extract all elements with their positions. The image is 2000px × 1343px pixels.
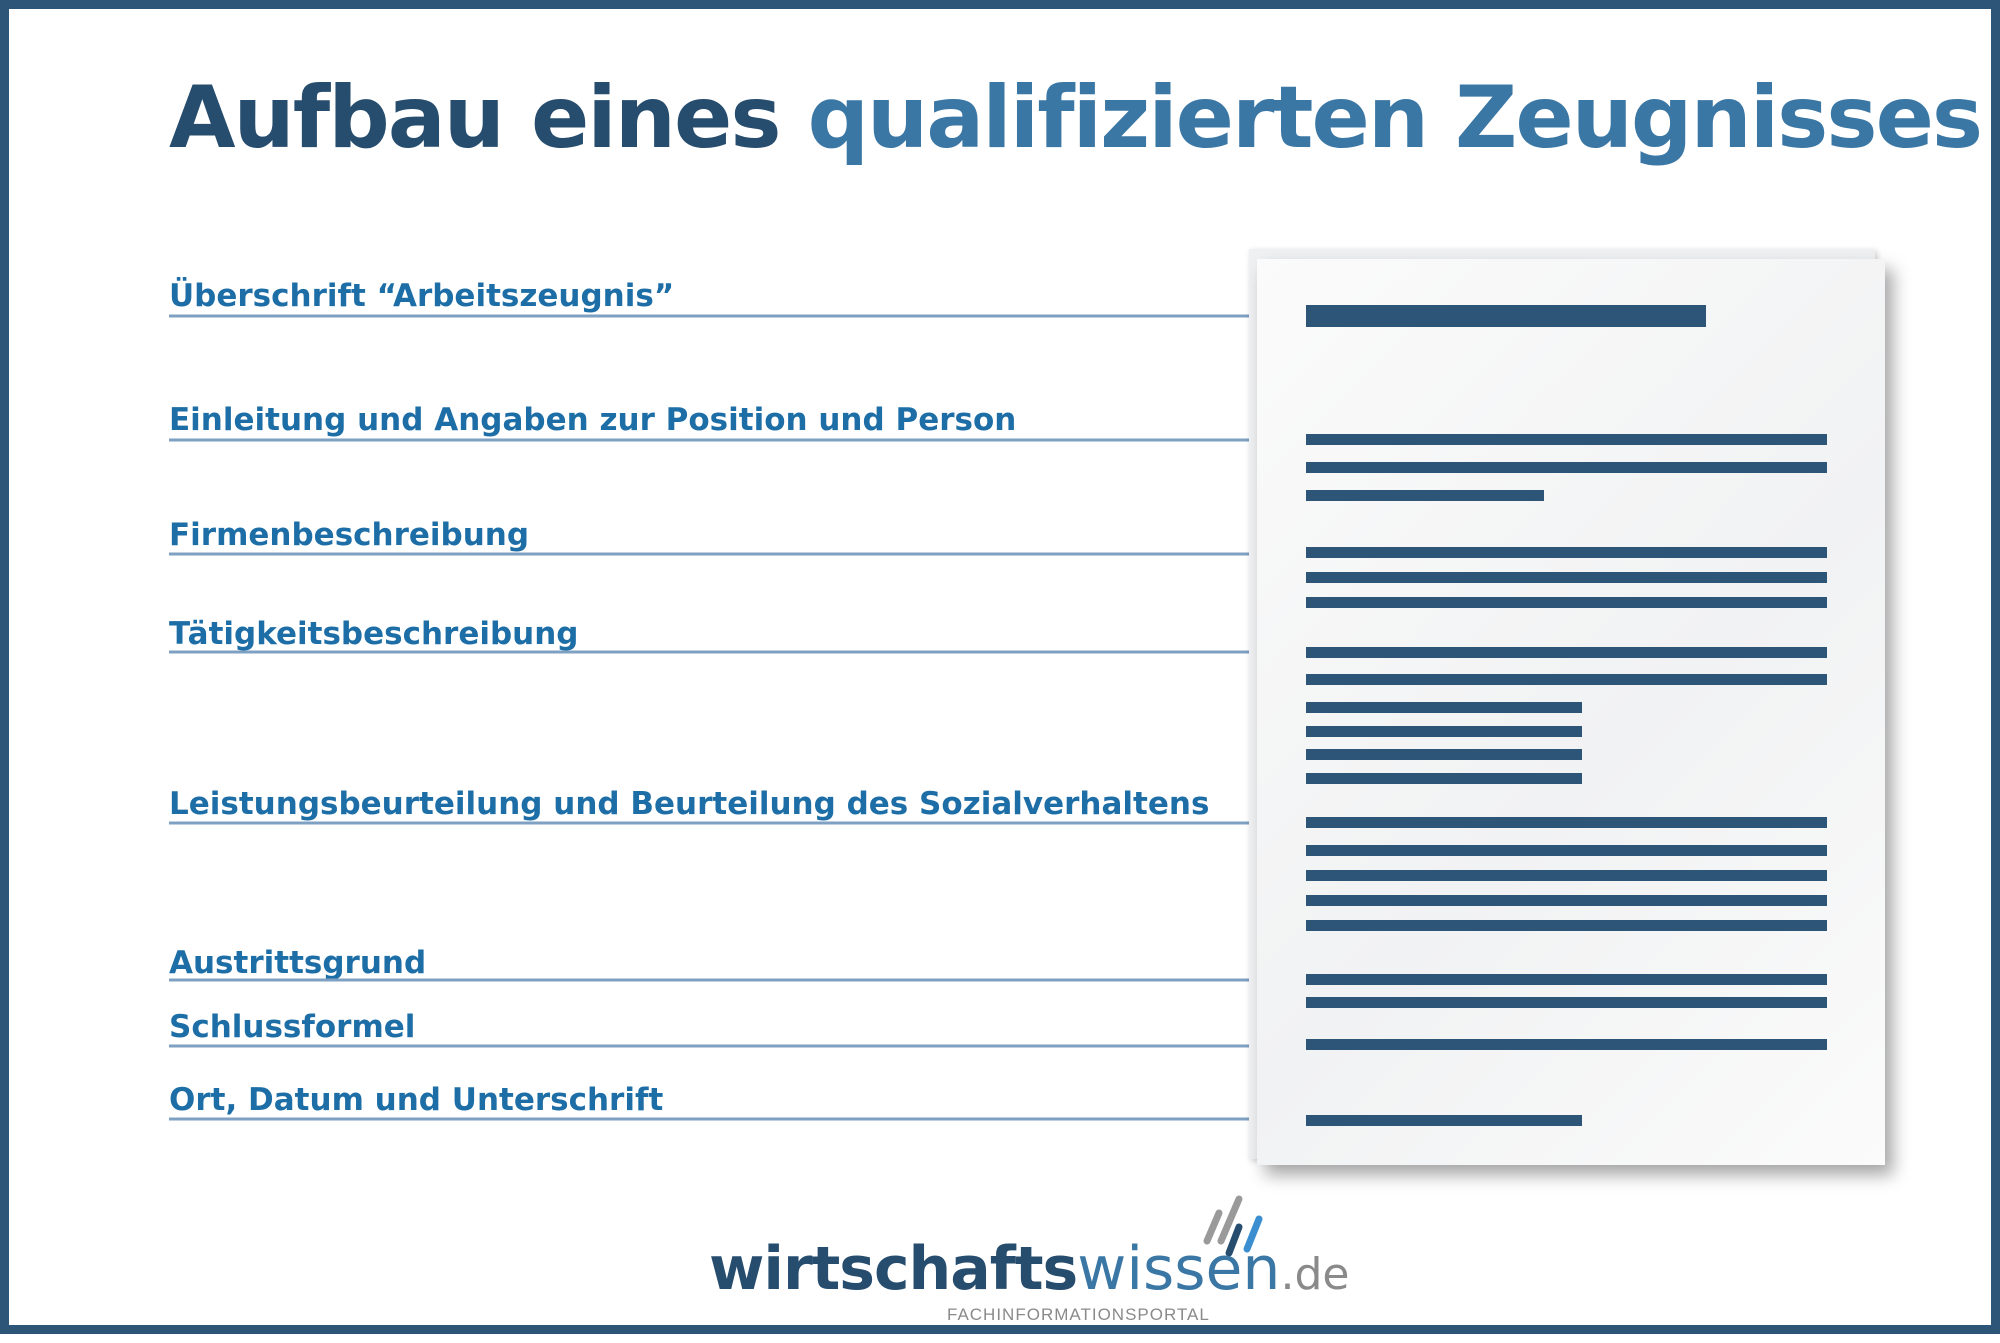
- logo-part-3: .de: [1280, 1249, 1350, 1300]
- doc-bar-einleitung: [1306, 490, 1544, 501]
- doc-bar-leistung: [1306, 817, 1827, 828]
- doc-bar-austritt: [1306, 997, 1827, 1008]
- label-einleitung: Einleitung und Angaben zur Position und …: [169, 402, 1017, 438]
- arrow-ort-datum: [169, 1109, 1283, 1129]
- arrow-leistungsbeurteilung: [169, 813, 1283, 833]
- label-austrittsgrund: Austrittsgrund: [169, 945, 427, 981]
- logo-tagline: FACHINFORMATIONSPORTAL: [947, 1305, 1210, 1324]
- doc-bar-taetigkeit: [1306, 773, 1582, 784]
- logo-part-1: wirtschafts: [709, 1234, 1078, 1304]
- doc-bar-taetigkeit: [1306, 674, 1827, 685]
- doc-bar-heading: [1306, 305, 1706, 327]
- doc-bar-einleitung: [1306, 434, 1827, 445]
- label-schlussformel: Schlussformel: [169, 1009, 416, 1045]
- title-part-2: qualifizierten Zeugnisses: [807, 68, 1983, 168]
- label-leistungsbeurteilung: Leistungsbeurteilung und Beurteilung des…: [169, 786, 1210, 822]
- doc-bar-schlussformel: [1306, 1039, 1827, 1050]
- arrow-firmenbeschreibung: [169, 544, 1283, 564]
- logo-slash-marks-icon: [1203, 1195, 1263, 1257]
- brand-logo: wirtschaftswissen.de: [709, 1239, 1349, 1299]
- arrow-taetigkeitsbeschreibung: [169, 642, 1283, 662]
- page-title: Aufbau eines qualifizierten Zeugnisses: [169, 67, 1983, 170]
- logo-part-2: wissen: [1077, 1234, 1281, 1304]
- document-illustration: [1257, 259, 1885, 1165]
- arrow-schlussformel: [169, 1036, 1283, 1056]
- arrow-einleitung: [169, 430, 1283, 450]
- doc-bar-taetigkeit: [1306, 749, 1582, 760]
- doc-bar-taetigkeit: [1306, 647, 1827, 658]
- doc-bar-taetigkeit: [1306, 726, 1582, 737]
- label-taetigkeitsbeschreibung: Tätigkeitsbeschreibung: [169, 616, 579, 652]
- doc-bar-leistung: [1306, 895, 1827, 906]
- arrow-austrittsgrund: [169, 970, 1283, 990]
- doc-bar-leistung: [1306, 920, 1827, 931]
- doc-bar-leistung: [1306, 845, 1827, 856]
- doc-bar-firma: [1306, 597, 1827, 608]
- label-ort-datum-unterschrift: Ort, Datum und Unterschrift: [169, 1082, 664, 1118]
- doc-bar-unterschrift: [1306, 1115, 1582, 1126]
- doc-bar-austritt: [1306, 974, 1827, 985]
- label-firmenbeschreibung: Firmenbeschreibung: [169, 517, 530, 553]
- doc-bar-firma: [1306, 572, 1827, 583]
- doc-bar-firma: [1306, 547, 1827, 558]
- title-part-1: Aufbau eines: [169, 68, 782, 168]
- label-ueberschrift: Überschrift “Arbeitszeugnis”: [169, 278, 675, 314]
- doc-bar-taetigkeit: [1306, 702, 1582, 713]
- arrow-ueberschrift: [169, 306, 1283, 326]
- doc-bar-einleitung: [1306, 462, 1827, 473]
- doc-bar-leistung: [1306, 870, 1827, 881]
- connector-arrows: [169, 306, 1283, 1129]
